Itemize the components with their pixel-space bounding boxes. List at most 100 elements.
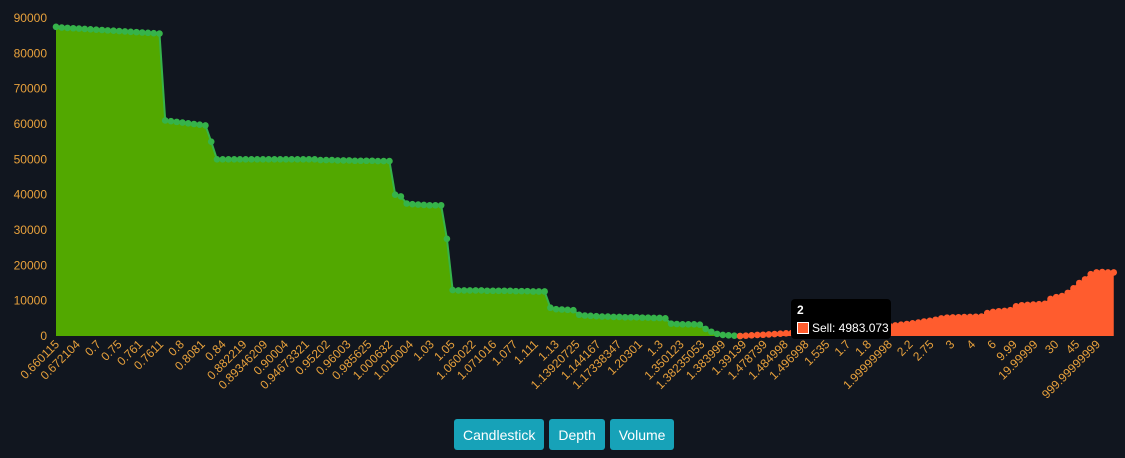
buy-point xyxy=(432,201,439,209)
buy-point xyxy=(259,156,267,163)
buy-point xyxy=(167,117,175,125)
sell-point xyxy=(1012,303,1020,310)
chart-points xyxy=(52,23,1118,340)
buy-point xyxy=(547,304,554,312)
buy-point xyxy=(161,117,169,124)
buy-point xyxy=(639,314,646,321)
buy-point xyxy=(673,320,681,328)
buy-point xyxy=(610,313,617,321)
buy-point xyxy=(115,27,123,35)
x-tick-label: 3 xyxy=(943,337,958,352)
buy-point xyxy=(702,325,709,333)
sell-point xyxy=(937,315,945,322)
buy-point xyxy=(409,200,416,208)
buy-point xyxy=(213,156,221,163)
sell-point xyxy=(1001,307,1008,315)
sell-point xyxy=(955,313,962,321)
buy-point xyxy=(340,157,347,164)
buy-point xyxy=(667,320,675,327)
buy-point xyxy=(294,156,301,163)
buy-point xyxy=(276,156,284,163)
sell-point xyxy=(1006,306,1014,314)
buy-point xyxy=(133,28,140,36)
y-tick-label: 90000 xyxy=(14,11,48,25)
sell-point xyxy=(1018,301,1026,309)
sell-point xyxy=(759,331,767,339)
tooltip-value: Sell: 4983.073 xyxy=(812,321,889,335)
buy-point xyxy=(518,287,525,295)
buy-point xyxy=(311,156,318,163)
sell-point xyxy=(1052,293,1060,301)
buy-point xyxy=(708,328,715,336)
buy-point xyxy=(564,306,571,314)
buy-point xyxy=(236,156,244,163)
buy-point xyxy=(271,156,278,163)
buy-point xyxy=(317,156,324,164)
buy-point xyxy=(506,287,514,295)
buy-point xyxy=(81,25,89,33)
buy-point xyxy=(179,119,186,126)
buy-point xyxy=(581,312,589,319)
buy-point xyxy=(265,156,273,163)
sell-area xyxy=(740,272,1114,336)
buy-point xyxy=(184,119,192,127)
sell-point xyxy=(949,314,957,321)
volume-button[interactable]: Volume xyxy=(609,419,675,450)
sell-point xyxy=(1110,269,1118,276)
buy-point xyxy=(587,312,594,320)
sell-point xyxy=(892,322,899,329)
buy-point xyxy=(87,26,94,33)
candlestick-button[interactable]: Candlestick xyxy=(454,419,545,450)
buy-point xyxy=(334,157,341,164)
buy-point xyxy=(535,288,543,295)
buy-point xyxy=(621,313,629,321)
buy-point xyxy=(472,287,479,294)
buy-point xyxy=(110,27,117,35)
chart-tooltip: 2 Sell: 4983.073 xyxy=(791,299,891,339)
sell-point xyxy=(978,313,985,320)
sell-point xyxy=(782,330,790,337)
buy-point xyxy=(650,314,658,322)
buy-point xyxy=(414,201,422,208)
tooltip-title: 2 xyxy=(797,303,804,317)
depth-button[interactable]: Depth xyxy=(549,419,605,450)
buy-point xyxy=(127,28,135,36)
buy-point xyxy=(173,118,181,126)
buy-point xyxy=(437,201,445,209)
buy-point xyxy=(150,29,158,37)
chart-type-buttons: Candlestick Depth Volume xyxy=(454,419,675,450)
buy-point xyxy=(386,157,393,165)
buy-point xyxy=(207,138,215,145)
buy-point xyxy=(380,157,387,165)
buy-point xyxy=(69,24,77,32)
buy-point xyxy=(104,27,112,34)
sell-point xyxy=(1058,292,1066,300)
buy-point xyxy=(144,29,152,37)
buy-point xyxy=(731,332,738,339)
sell-point xyxy=(915,319,922,326)
sell-point xyxy=(777,330,784,338)
buy-point xyxy=(501,287,508,295)
buy-point xyxy=(328,156,336,164)
buy-point xyxy=(75,25,83,32)
sell-point xyxy=(966,313,974,321)
buy-point xyxy=(662,315,669,322)
buy-point xyxy=(121,28,129,35)
buy-point xyxy=(483,287,491,295)
buy-point xyxy=(363,157,370,165)
sell-point xyxy=(960,313,968,321)
buy-point xyxy=(570,306,577,314)
y-axis: 0 10000 20000 30000 40000 50000 60000 70000 8000… xyxy=(14,11,48,343)
buy-point xyxy=(558,306,566,313)
sell-point xyxy=(972,313,980,321)
buy-point xyxy=(299,156,307,163)
y-tick-label: 0 xyxy=(40,329,47,343)
buy-point xyxy=(616,313,623,321)
buy-point xyxy=(426,201,433,209)
y-tick-label: 30000 xyxy=(14,223,48,237)
buy-point xyxy=(524,287,531,295)
buy-point xyxy=(598,313,606,320)
buy-point xyxy=(512,287,520,295)
buy-point xyxy=(575,311,583,319)
